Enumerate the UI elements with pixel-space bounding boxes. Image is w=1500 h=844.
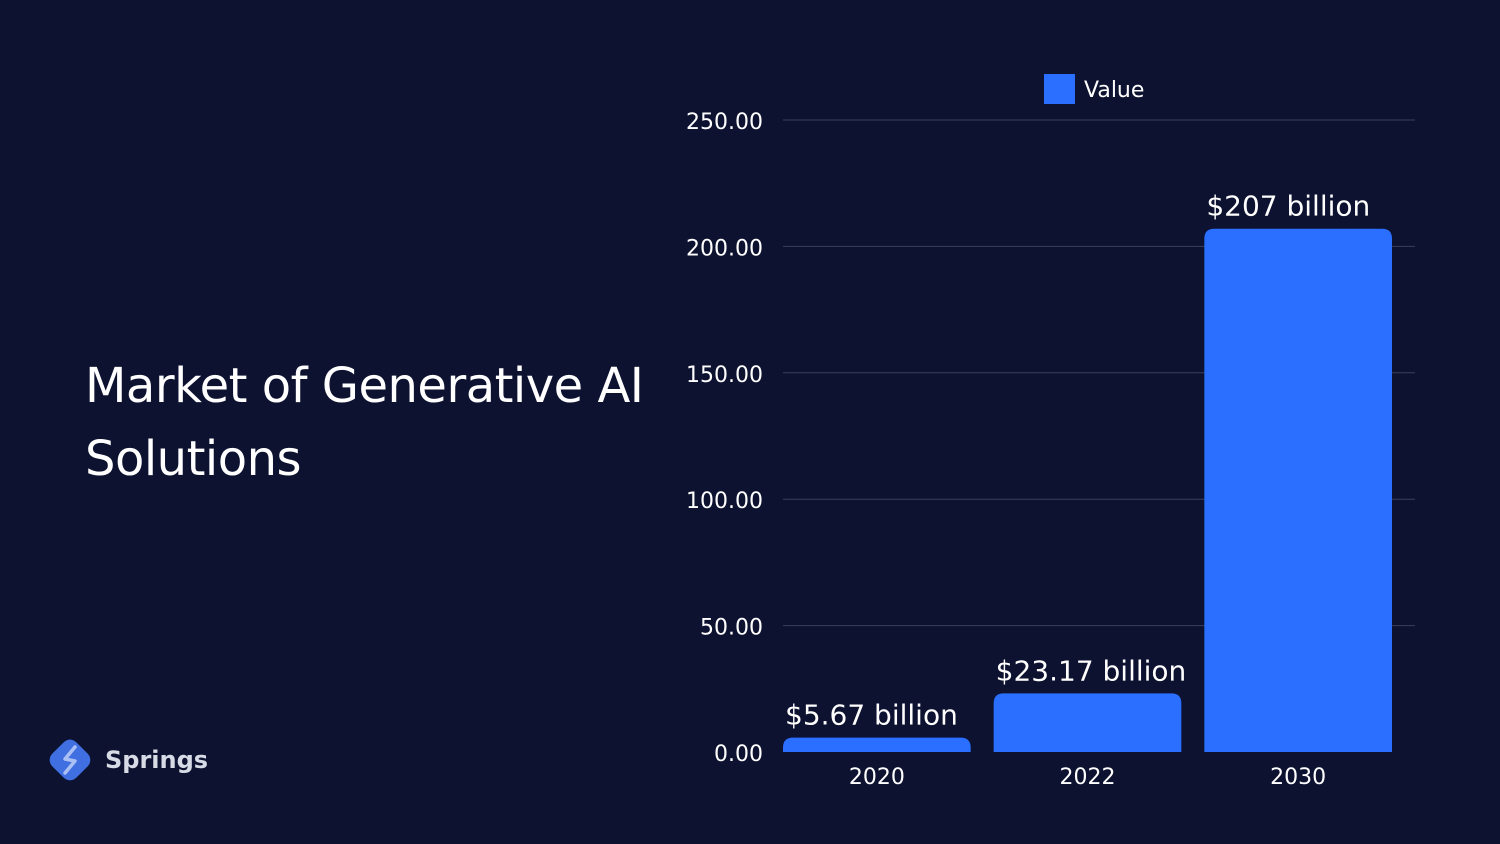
y-tick-label: 50.00 xyxy=(700,616,763,641)
x-tick-label: 2020 xyxy=(849,765,905,790)
legend-swatch xyxy=(1044,74,1075,104)
y-tick-label: 100.00 xyxy=(686,489,763,514)
data-label: $23.17 billion xyxy=(996,654,1187,687)
bar xyxy=(993,693,1182,752)
slide-title-line-1: Market of Generative AI xyxy=(85,358,644,414)
y-tick-label: 0.00 xyxy=(714,742,763,767)
slide-title-line-2: Solutions xyxy=(85,431,302,487)
bar xyxy=(1204,228,1392,753)
data-label: $207 billion xyxy=(1206,190,1370,223)
y-tick-label: 250.00 xyxy=(686,110,763,135)
data-label: $5.67 billion xyxy=(785,699,958,732)
x-tick-label: 2030 xyxy=(1270,765,1326,790)
springs-logo: Springs xyxy=(44,734,208,786)
bar xyxy=(783,737,971,752)
y-tick-label: 200.00 xyxy=(686,236,763,261)
springs-logo-icon xyxy=(49,739,91,781)
legend-label: Value xyxy=(1084,78,1144,103)
x-tick-label: 2022 xyxy=(1060,765,1116,790)
springs-logo-text: Springs xyxy=(105,746,209,774)
slide-title: Market of Generative AI Solutions xyxy=(85,350,685,496)
y-tick-label: 150.00 xyxy=(686,363,763,388)
